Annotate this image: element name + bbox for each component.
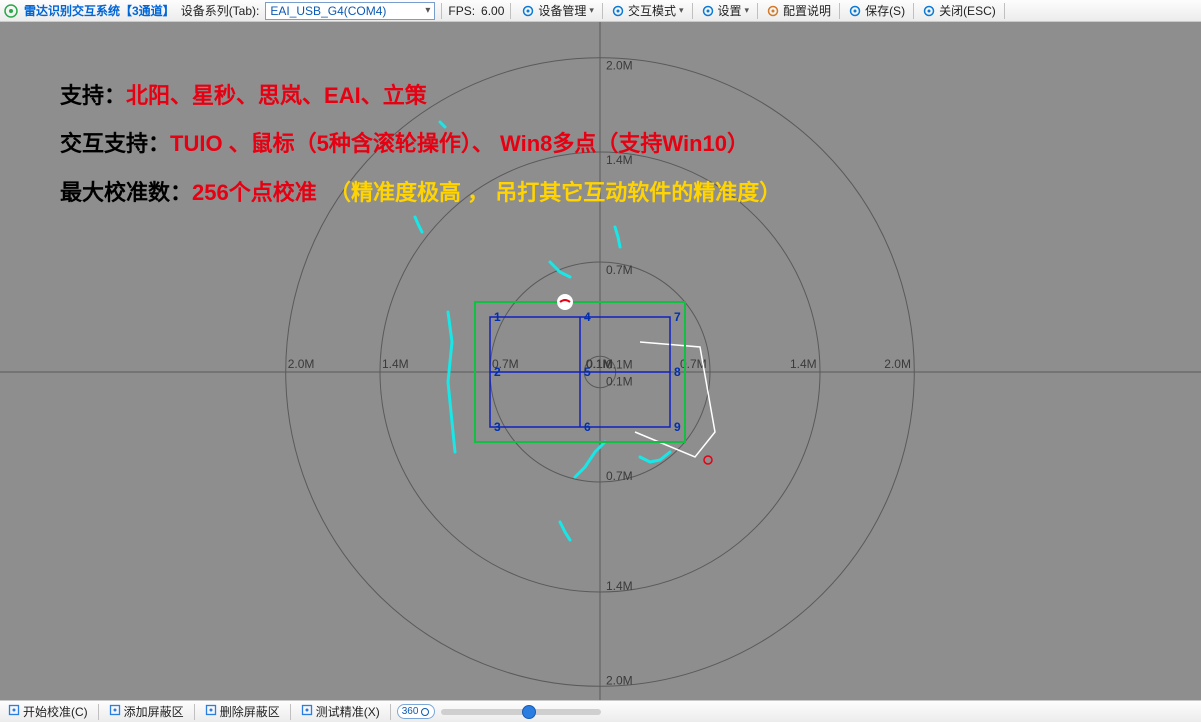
svg-text:2.0M: 2.0M bbox=[884, 357, 911, 371]
svg-text:1.4M: 1.4M bbox=[790, 357, 817, 371]
device-select[interactable]: EAI_USB_G4(COM4) ▾ bbox=[265, 2, 435, 20]
svg-text:0.7M: 0.7M bbox=[606, 263, 633, 277]
interact-mode-icon bbox=[611, 4, 625, 18]
device-series-label: 设备系列(Tab): bbox=[181, 2, 260, 19]
settings-button[interactable]: 设置▾ bbox=[697, 1, 754, 20]
del-mask-button[interactable]: 删除屏蔽区 bbox=[201, 702, 284, 721]
svg-text:8: 8 bbox=[674, 365, 681, 379]
test-accuracy-icon bbox=[301, 704, 313, 719]
chevron-down-icon: ▾ bbox=[745, 5, 750, 16]
svg-text:2.0M: 2.0M bbox=[606, 59, 633, 73]
save-button[interactable]: 保存(S) bbox=[844, 1, 909, 20]
config-desc-icon bbox=[766, 4, 780, 18]
svg-text:2.0M: 2.0M bbox=[606, 673, 633, 687]
close-icon bbox=[922, 4, 936, 18]
add-mask-icon bbox=[109, 704, 121, 719]
save-icon bbox=[848, 4, 862, 18]
svg-text:1.4M: 1.4M bbox=[382, 357, 409, 371]
svg-text:2.0M: 2.0M bbox=[288, 357, 315, 371]
badge-360[interactable]: 360 bbox=[397, 704, 436, 719]
svg-text:0.1M: 0.1M bbox=[606, 375, 633, 389]
radar-canvas[interactable]: 0.1M0.1M0.1M0.1M0.7M0.7M0.7M0.7M1.4M1.4M… bbox=[0, 22, 1201, 700]
separator bbox=[510, 3, 511, 19]
bottom-toolbar: 开始校准(C) 添加屏蔽区删除屏蔽区测试精准(X) 360 bbox=[0, 700, 1201, 722]
top-toolbar: 雷达识别交互系统【3通道】 设备系列(Tab): EAI_USB_G4(COM4… bbox=[0, 0, 1201, 22]
start-calib-button[interactable]: 开始校准(C) bbox=[4, 702, 92, 721]
device-select-value: EAI_USB_G4(COM4) bbox=[270, 4, 386, 18]
svg-text:3: 3 bbox=[494, 420, 501, 434]
app-icon bbox=[4, 4, 18, 18]
svg-text:0.7M: 0.7M bbox=[606, 469, 633, 483]
svg-text:1.4M: 1.4M bbox=[606, 579, 633, 593]
test-accuracy-button[interactable]: 测试精准(X) bbox=[297, 702, 384, 721]
svg-text:1: 1 bbox=[494, 310, 501, 324]
svg-text:6: 6 bbox=[584, 420, 591, 434]
svg-text:2: 2 bbox=[494, 365, 501, 379]
device-manage-button[interactable]: 设备管理▾ bbox=[517, 1, 598, 20]
zoom-slider[interactable] bbox=[441, 709, 601, 715]
fps-value: 6.00 bbox=[481, 4, 504, 18]
svg-text:9: 9 bbox=[674, 420, 681, 434]
svg-text:4: 4 bbox=[584, 310, 591, 324]
chevron-down-icon: ▾ bbox=[589, 5, 594, 16]
start-calib-icon bbox=[8, 704, 20, 719]
settings-icon bbox=[701, 4, 715, 18]
close-button[interactable]: 关闭(ESC) bbox=[918, 1, 1000, 20]
svg-text:5: 5 bbox=[584, 365, 591, 379]
svg-text:7: 7 bbox=[674, 310, 681, 324]
device-manage-icon bbox=[521, 4, 535, 18]
dropdown-arrow-icon: ▾ bbox=[425, 5, 430, 16]
add-mask-button[interactable]: 添加屏蔽区 bbox=[105, 702, 188, 721]
slider-thumb[interactable] bbox=[522, 705, 536, 719]
chevron-down-icon: ▾ bbox=[679, 5, 684, 16]
config-desc-button[interactable]: 配置说明 bbox=[762, 1, 835, 20]
del-mask-icon bbox=[205, 704, 217, 719]
svg-text:1.4M: 1.4M bbox=[606, 153, 633, 167]
fps-label: FPS: bbox=[448, 4, 475, 18]
separator bbox=[441, 3, 442, 19]
app-title: 雷达识别交互系统【3通道】 bbox=[24, 2, 175, 19]
interact-mode-button[interactable]: 交互模式▾ bbox=[607, 1, 688, 20]
